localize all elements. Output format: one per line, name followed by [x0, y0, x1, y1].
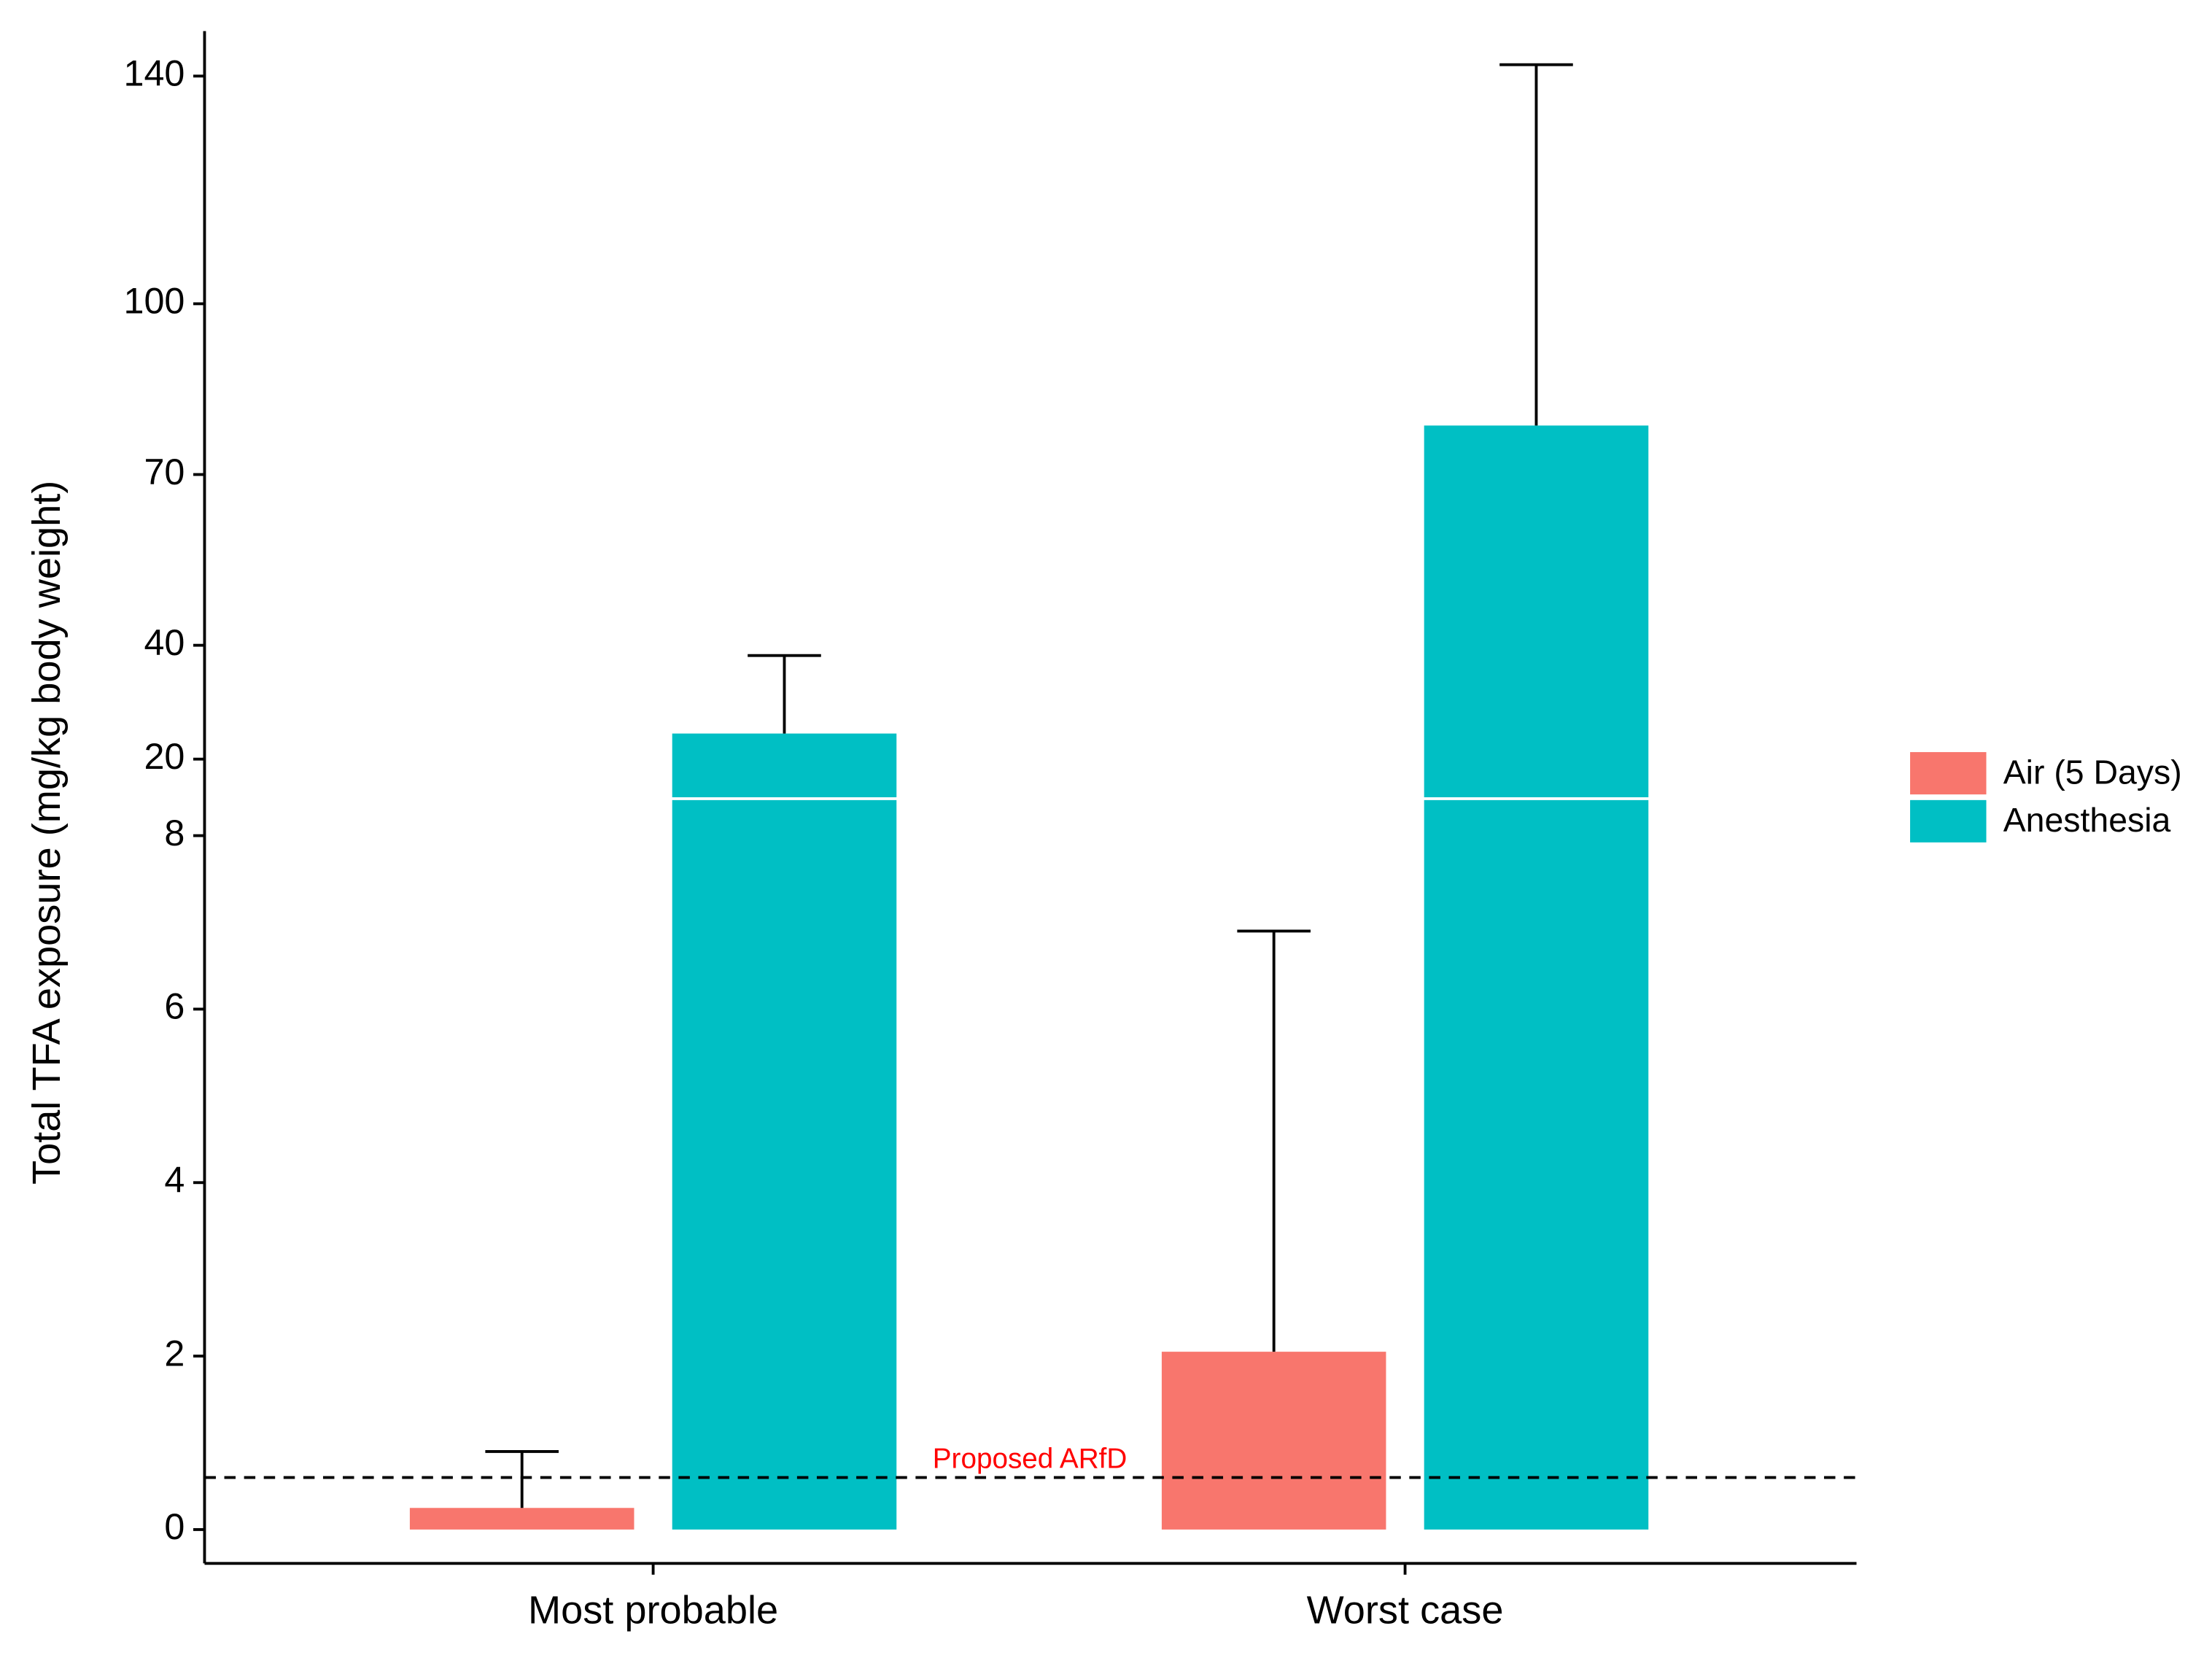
x-tick-label: Most probable — [528, 1588, 778, 1632]
legend-label: Anesthesia — [2003, 801, 2171, 839]
y-tick-label: 8 — [164, 812, 185, 853]
y-tick-label: 40 — [144, 621, 185, 663]
legend-swatch — [1910, 752, 1987, 795]
y-tick-label: 2 — [164, 1332, 185, 1374]
reference-label: Proposed ARfD — [933, 1444, 1128, 1475]
y-tick-label: 100 — [123, 280, 185, 322]
error-bar — [748, 654, 821, 734]
legend-label: Air (5 Days) — [2003, 753, 2182, 791]
bar — [672, 733, 897, 1530]
y-tick-label: 70 — [144, 451, 185, 492]
legend-swatch — [1910, 799, 1987, 842]
y-tick-label: 4 — [164, 1159, 185, 1201]
bar — [1424, 425, 1649, 1530]
error-bar — [1499, 63, 1573, 426]
x-tick-label: Worst case — [1307, 1588, 1504, 1632]
error-bar — [1237, 929, 1311, 1352]
y-tick-label: 6 — [164, 985, 185, 1027]
y-axis-title: Total TFA exposure (mg/kg body weight) — [25, 481, 69, 1185]
y-tick-label: 0 — [164, 1506, 185, 1547]
bar — [1161, 1352, 1386, 1530]
y-tick-label: 140 — [123, 53, 185, 94]
y-tick-label: 20 — [144, 735, 185, 777]
bar — [409, 1508, 635, 1530]
error-bar — [485, 1449, 559, 1508]
